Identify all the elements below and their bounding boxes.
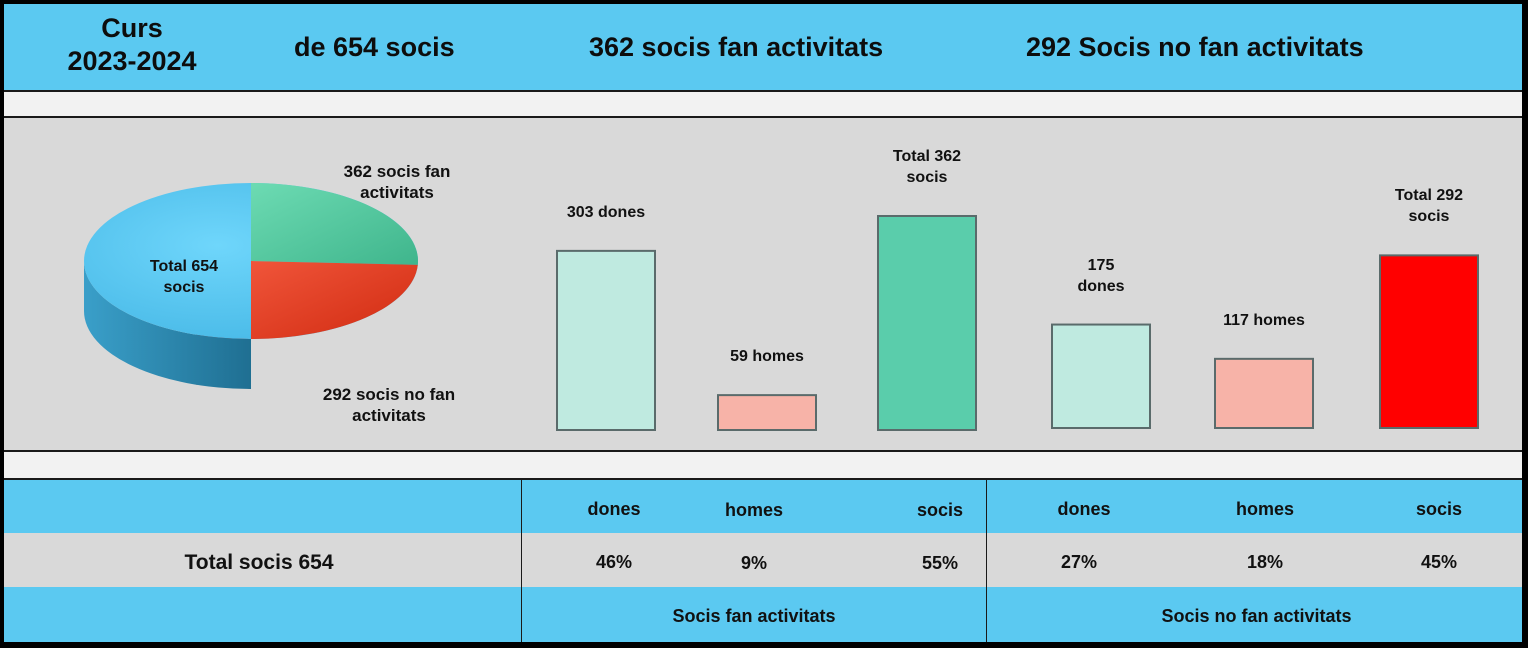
- chart-area: Total 654 socis 362 socis fan activitats…: [4, 118, 1522, 452]
- pct-homes-inactive: 18%: [1246, 552, 1284, 572]
- pie-center-label: Total 654 socis: [134, 256, 234, 298]
- pct-socis-active: 55%: [921, 553, 959, 573]
- pct-socis-inactive: 45%: [1420, 552, 1458, 572]
- pct-dones-inactive: 27%: [1060, 552, 1098, 572]
- table-divider-right: [986, 480, 987, 642]
- pie-slice-label-inactive: 292 socis no fan activitats: [304, 384, 474, 426]
- course-title: Curs 2023-2024: [52, 12, 212, 78]
- course-years: 2023-2024: [67, 46, 197, 76]
- pie-slice-label-active: 362 socis fan activitats: [322, 161, 472, 203]
- summary-table: dones homes socis dones homes socis Tota…: [4, 480, 1522, 642]
- bar-label-4: 117 homes: [1223, 311, 1305, 329]
- pie-active-line2: activitats: [360, 183, 434, 202]
- table-group-row: Socis fan activitats Socis no fan activi…: [4, 587, 1522, 642]
- header-dones-active: dones: [587, 499, 641, 519]
- bar-0: [556, 249, 656, 431]
- header-socis-inactive: socis: [1415, 499, 1463, 519]
- pie-side-total: [84, 261, 251, 389]
- spacer-band-bottom: [4, 452, 1522, 480]
- bar-label-5: Total 292 socis: [1394, 187, 1464, 226]
- pie-center-line2: socis: [163, 279, 205, 296]
- header-homes-inactive: homes: [1235, 499, 1295, 519]
- spacer-band-top: [4, 92, 1522, 118]
- pie-active-line1: 362 socis fan: [343, 162, 451, 181]
- header-bar: Curs 2023-2024 de 654 socis 362 socis fa…: [4, 4, 1522, 92]
- inactive-members-heading: 292 Socis no fan activitats: [1026, 32, 1364, 62]
- header-dones-inactive: dones: [1057, 499, 1111, 519]
- bar-label-3: 175 dones: [1077, 256, 1125, 295]
- header-socis-active: socis: [916, 500, 964, 520]
- bar-5: [1379, 254, 1479, 429]
- bar-4: [1214, 357, 1314, 430]
- total-members-heading: de 654 socis: [294, 32, 455, 62]
- dashboard-frame: Curs 2023-2024 de 654 socis 362 socis fa…: [4, 4, 1522, 642]
- pie-slice-active: [251, 183, 418, 265]
- bar-chart: [556, 215, 1479, 432]
- bar-2: [877, 215, 977, 431]
- pie-slice-inactive: [251, 261, 418, 339]
- pie-inactive-line1: 292 socis no fan: [322, 385, 456, 404]
- pie-center-line1: Total 654: [149, 258, 219, 275]
- bar-label-2: Total 362 socis: [892, 148, 962, 186]
- row-label-total: Total socis 654: [184, 551, 334, 574]
- header-homes-active: homes: [724, 500, 784, 520]
- bar-label-0: 303 dones: [566, 203, 646, 221]
- bar-label-1: 59 homes: [730, 348, 804, 366]
- pie-chart: [84, 183, 418, 389]
- pct-dones-active: 46%: [595, 552, 633, 572]
- bar-3: [1051, 323, 1151, 430]
- course-label: Curs: [101, 13, 163, 43]
- active-members-heading: 362 socis fan activitats: [589, 32, 884, 62]
- pct-homes-active: 9%: [740, 553, 767, 573]
- group-label-inactive: Socis no fan activitats: [1161, 606, 1352, 626]
- group-label-active: Socis fan activitats: [672, 606, 836, 626]
- pie-inactive-line2: activitats: [352, 406, 426, 425]
- table-header-row: dones homes socis dones homes socis: [4, 480, 1522, 533]
- bar-1: [717, 394, 817, 432]
- table-divider-left: [521, 480, 522, 642]
- table-row: Total socis 654 46% 9% 55% 27% 18% 45%: [4, 533, 1522, 587]
